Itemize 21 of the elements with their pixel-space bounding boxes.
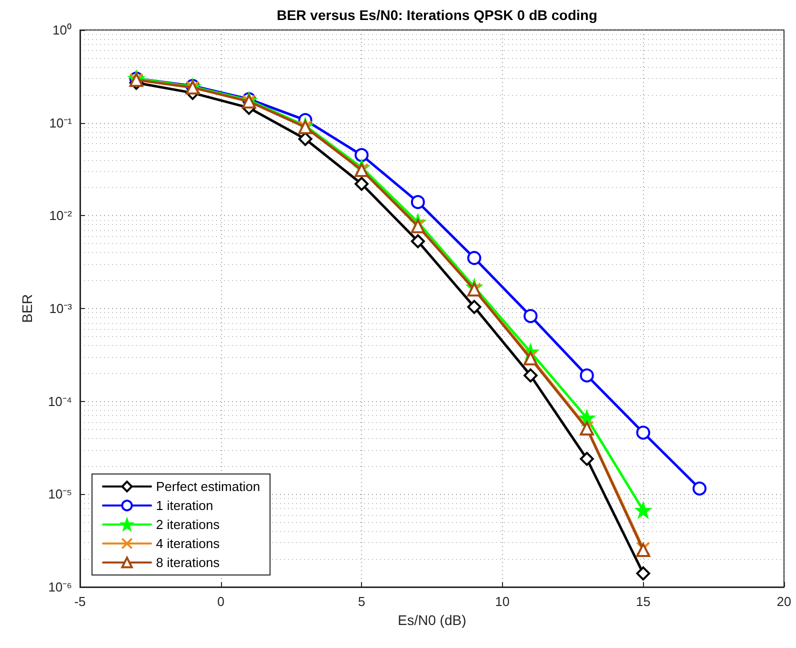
x-tick-label: 15 <box>636 594 650 609</box>
y-axis-title: BER <box>19 294 35 323</box>
y-tick-label: 10⁻¹ <box>49 115 73 130</box>
legend-label: 8 iterations <box>156 555 220 570</box>
y-tick-label: 10⁻⁶ <box>48 580 72 594</box>
chart-title: BER versus Es/N0: Iterations QPSK 0 dB coding <box>276 7 598 23</box>
y-tick-label: 10⁻⁵ <box>48 486 72 502</box>
legend-label: Perfect estimation <box>156 479 260 494</box>
x-tick-label: 20 <box>776 594 792 609</box>
x-axis-title: Es/N0 (dB) <box>398 612 466 628</box>
x-tick-label: 0 <box>217 594 224 609</box>
y-tick-label: 10⁻² <box>49 208 73 224</box>
y-tick-label: 10⁻³ <box>49 301 73 316</box>
legend-label: 2 iterations <box>156 517 220 532</box>
y-tick-label: 10⁻⁴ <box>48 394 72 409</box>
x-tick-label: -5 <box>74 594 86 609</box>
legend-label: 4 iterations <box>156 536 220 551</box>
legend-label: 1 iteration <box>156 498 214 513</box>
x-tick-label: 5 <box>358 594 366 609</box>
x-tick-label: 10 <box>495 594 510 609</box>
y-tick-label: 10⁰ <box>52 22 72 38</box>
